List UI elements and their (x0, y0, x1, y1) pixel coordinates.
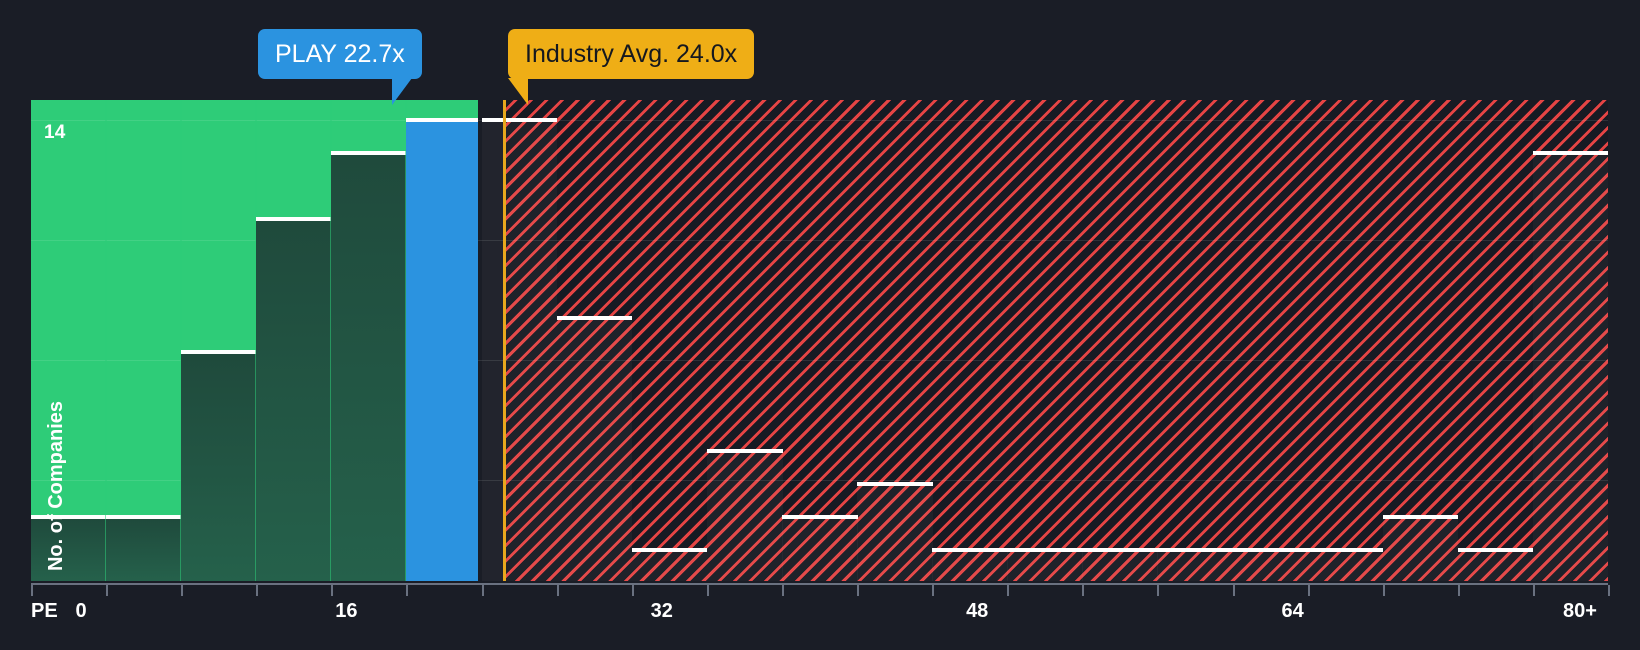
bar-68-72[interactable] (1307, 547, 1384, 581)
x-tick (631, 585, 634, 596)
x-tick (1382, 585, 1385, 596)
bar-separator (180, 100, 183, 581)
region-overvalued-hatched (504, 100, 1608, 581)
gridline-10 (31, 240, 1608, 241)
x-axis-name: PE (31, 600, 58, 622)
bar-44-48[interactable] (857, 481, 933, 581)
bar-56-60[interactable] (1082, 547, 1159, 581)
x-tick (781, 585, 784, 596)
callout-play-pointer (391, 78, 412, 105)
gridline-14 (31, 120, 1608, 121)
bar-28-32[interactable] (556, 316, 633, 581)
x-tick (1532, 585, 1535, 596)
x-tick (406, 585, 409, 596)
bar-64-68[interactable] (1232, 547, 1309, 581)
callout-industry-pointer (508, 78, 528, 105)
bar-24-28[interactable] (481, 118, 558, 581)
x-tick (932, 585, 935, 596)
bar-0-4[interactable] (31, 514, 107, 581)
bar-72-76[interactable] (1382, 514, 1459, 581)
y-top-value-label: 14 (44, 122, 66, 143)
x-tick (481, 585, 484, 596)
x-tick (1457, 585, 1460, 596)
y-axis-title: No. of Companies (45, 400, 67, 571)
x-tick (1157, 585, 1160, 596)
x-tick-label-64: 64 (1281, 600, 1304, 622)
callout-industry-label: Industry Avg. 24.0x (525, 40, 738, 68)
bar-separator (105, 100, 108, 581)
x-tick-label-80plus: 80+ (1563, 600, 1597, 622)
bar-60-64[interactable] (1157, 547, 1234, 581)
bar-80+[interactable] (1532, 151, 1608, 581)
x-tick-label-0: 0 (75, 600, 87, 622)
bar-48-52[interactable] (932, 547, 1008, 581)
x-tick (331, 585, 334, 596)
x-tick (1608, 585, 1610, 596)
callout-play[interactable]: PLAY 22.7x (258, 29, 422, 105)
x-tick (1232, 585, 1235, 596)
bar-16-20[interactable] (331, 151, 408, 581)
bar-32-36[interactable] (631, 547, 708, 581)
x-tick (1007, 585, 1010, 596)
x-tick-label-32: 32 (650, 600, 673, 622)
gridline-3 (31, 480, 1608, 481)
bar-12-16[interactable] (256, 217, 332, 581)
bar-52-56[interactable] (1007, 547, 1083, 581)
x-axis-line (31, 583, 1608, 585)
bar-20-24[interactable] (406, 118, 479, 581)
x-tick (31, 585, 33, 596)
x-tick (256, 585, 259, 596)
x-tick (857, 585, 860, 596)
x-tick-label-16: 16 (335, 600, 358, 622)
bar-76-80[interactable] (1457, 547, 1534, 581)
x-tick (706, 585, 709, 596)
x-tick (556, 585, 559, 596)
bar-8-12[interactable] (181, 349, 257, 581)
plot-area: 14 No. of Companies (31, 100, 1608, 581)
gridline-7 (31, 360, 1608, 361)
bar-36-40[interactable] (706, 448, 783, 581)
x-tick (181, 585, 184, 596)
x-tick (1082, 585, 1085, 596)
callout-play-label: PLAY 22.7x (275, 40, 405, 68)
bar-4-8[interactable] (106, 514, 182, 581)
callout-industry-average[interactable]: Industry Avg. 24.0x (508, 29, 755, 105)
x-tick (106, 585, 109, 596)
industry-average-line (503, 100, 507, 581)
bar-40-44[interactable] (781, 514, 858, 581)
x-tick-label-48: 48 (966, 600, 989, 622)
x-tick (1307, 585, 1310, 596)
